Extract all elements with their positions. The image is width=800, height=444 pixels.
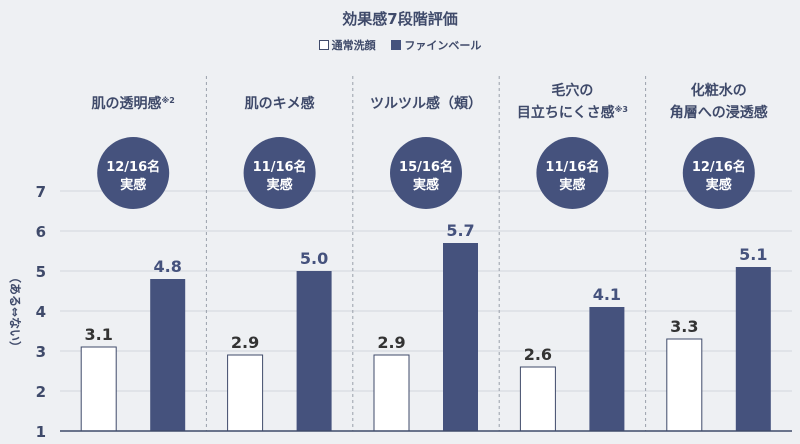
category-label: ツルツル感（頬） [370, 95, 482, 112]
bar-fineveil [589, 307, 625, 431]
badge-count: 12/16名 [106, 159, 160, 175]
y-tick-label-1: 1 [36, 423, 46, 441]
badge-text: 実感 [706, 177, 732, 193]
value-label-regular: 3.1 [85, 325, 113, 344]
badge-circle [390, 137, 462, 209]
y-tick-label-2: 2 [36, 383, 46, 401]
y-tick-label-5: 5 [36, 263, 46, 281]
bar-regular [227, 354, 264, 432]
bar-regular [666, 338, 703, 432]
legend-label-regular: 通常洗顔 [331, 39, 376, 52]
value-label-fineveil: 4.1 [593, 285, 621, 304]
category-label: 肌のキメ感 [245, 95, 315, 112]
bar-regular [80, 346, 117, 432]
bar-fineveil [735, 267, 771, 431]
legend-swatch-regular [318, 40, 329, 50]
chart-title: 効果感7段階評価 [342, 10, 458, 28]
category-label: 肌の透明感※2 [92, 95, 175, 112]
y-tick-label-3: 3 [36, 343, 46, 361]
category-label: 目立ちにくさ感※3 [517, 104, 628, 121]
legend: 通常洗顔 ファインベール [0, 37, 800, 53]
bar-regular [519, 366, 556, 432]
badge-text: 実感 [267, 177, 293, 193]
badge-text: 実感 [120, 177, 146, 193]
bar-fineveil [443, 243, 478, 431]
y-axis-label: （ある⇔ない） [8, 271, 23, 353]
value-label-fineveil: 4.8 [154, 257, 182, 276]
value-label-fineveil: 5.0 [300, 249, 328, 268]
badge-count: 12/16名 [692, 159, 746, 175]
badge-circle [536, 137, 609, 209]
legend-item-fineveil: ファインベール [391, 37, 481, 53]
legend-label-fineveil: ファインベール [404, 39, 482, 52]
value-label-fineveil: 5.7 [446, 221, 474, 240]
y-tick-label-4: 4 [36, 303, 46, 321]
badge-text: 実感 [559, 177, 585, 193]
legend-swatch-fineveil [391, 40, 402, 50]
value-label-regular: 2.9 [231, 333, 259, 352]
footnote-marker: ※3 [615, 104, 628, 114]
badge-circle [243, 137, 316, 209]
category-label: 化粧水の [691, 82, 747, 99]
category-label: 角層への浸透感 [670, 104, 768, 121]
badge-circle [97, 137, 170, 209]
value-label-regular: 2.9 [377, 333, 405, 352]
bar-regular [373, 354, 410, 432]
legend-item-regular: 通常洗顔 [318, 37, 376, 53]
footnote-marker: ※2 [162, 95, 175, 105]
bar-fineveil [150, 279, 186, 431]
badge-circle [682, 137, 755, 209]
y-tick-label-6: 6 [36, 223, 46, 241]
badge-count: 11/16名 [253, 159, 307, 175]
badge-text: 実感 [413, 177, 439, 193]
value-label-regular: 3.3 [670, 317, 698, 336]
bar-fineveil [296, 271, 332, 431]
badge-count: 15/16名 [399, 159, 453, 175]
category-label: 毛穴の [551, 82, 593, 99]
value-label-regular: 2.6 [524, 345, 552, 364]
value-label-fineveil: 5.1 [739, 245, 767, 264]
y-tick-label-7: 7 [36, 183, 46, 201]
badge-count: 11/16名 [545, 159, 599, 175]
